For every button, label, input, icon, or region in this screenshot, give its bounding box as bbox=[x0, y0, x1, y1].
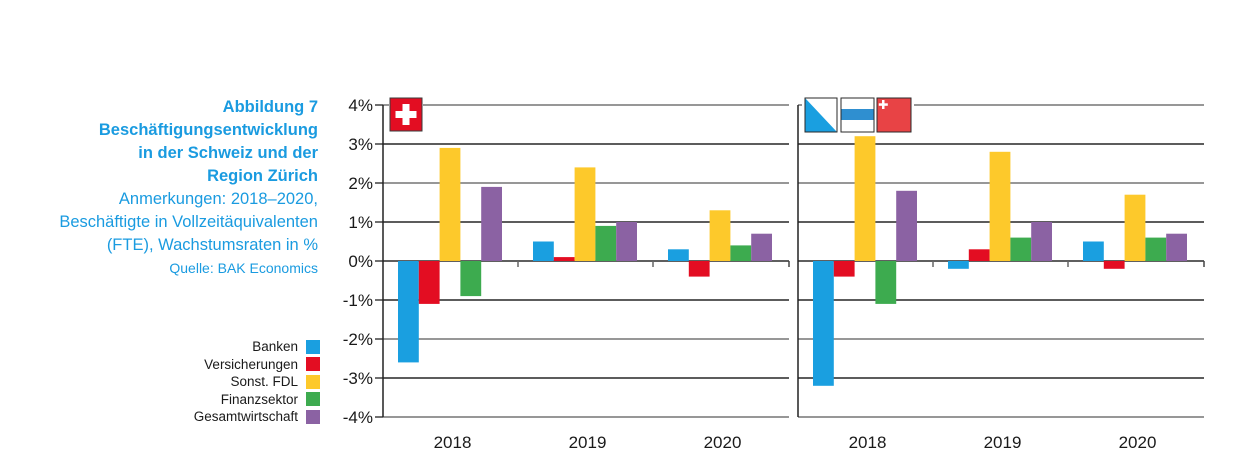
x-tick-label: 2019 bbox=[569, 433, 607, 452]
bar-gesamtwirtschaft-2020 bbox=[751, 233, 772, 261]
legend-item-versicherungen: Versicherungen bbox=[194, 356, 320, 374]
bar-versicherungen-2019 bbox=[968, 249, 990, 261]
legend-swatch bbox=[306, 357, 320, 372]
bar-versicherungen-2018 bbox=[418, 261, 440, 304]
figure-note-line-2: Beschäftigte in Vollzeitäquivalenten bbox=[59, 213, 318, 231]
figure-note-line-1: Anmerkungen: 2018–2020, bbox=[118, 190, 318, 208]
canton-zurich-flag-icon bbox=[804, 97, 838, 133]
gridlines bbox=[383, 104, 1204, 418]
legend-swatch bbox=[306, 409, 320, 424]
figure-caption: Abbildung 7 Beschäftigungsentwicklung in… bbox=[59, 96, 318, 279]
swiss-flag-small-icon bbox=[876, 97, 912, 133]
bar-finanzsektor-2020 bbox=[1145, 237, 1167, 261]
bar-banken-2019 bbox=[533, 241, 554, 261]
y-tick-label: 0% bbox=[348, 252, 373, 271]
bar-finanzsektor-2018 bbox=[460, 261, 482, 297]
legend-item-gesamtwirtschaft: Gesamtwirtschaft bbox=[194, 408, 320, 426]
swiss-flag-icon bbox=[389, 97, 423, 132]
bar-banken-2018 bbox=[398, 261, 419, 363]
legend-label: Sonst. FDL bbox=[230, 374, 298, 390]
figure-title-line-2: in der Schweiz und der bbox=[138, 144, 318, 162]
bar-banken-2020 bbox=[1083, 241, 1104, 261]
y-tick-label: -3% bbox=[343, 369, 373, 388]
legend-item-finanzsektor: Finanzsektor bbox=[194, 391, 320, 409]
bar-versicherungen-2020 bbox=[688, 261, 710, 277]
legend-swatch bbox=[306, 339, 320, 354]
bar-gesamtwirtschaft-2019 bbox=[1031, 222, 1052, 261]
figure-note-line-3: (FTE), Wachstumsraten in % bbox=[106, 236, 318, 254]
x-tick-label: 2020 bbox=[704, 433, 742, 452]
bar-finanzsektor-2018 bbox=[875, 261, 897, 304]
legend-item-sonst-fdl: Sonst. FDL bbox=[194, 373, 320, 391]
y-tick-label: -4% bbox=[343, 408, 373, 427]
bar-gesamtwirtschaft-2019 bbox=[616, 222, 637, 261]
bar-sonst-fdl-2020 bbox=[1124, 194, 1146, 261]
x-tick-label: 2020 bbox=[1119, 433, 1157, 452]
bar-sonst-fdl-2020 bbox=[709, 210, 731, 261]
legend-label: Finanzsektor bbox=[220, 391, 298, 407]
bar-sonst-fdl-2019 bbox=[574, 167, 596, 261]
legend-label: Banken bbox=[252, 339, 298, 355]
bars bbox=[398, 136, 1187, 386]
y-tick-label: 4% bbox=[348, 96, 373, 115]
y-tick-label: 3% bbox=[348, 135, 373, 154]
zurich-flags-icon bbox=[802, 96, 914, 134]
bar-versicherungen-2019 bbox=[553, 257, 575, 261]
bar-gesamtwirtschaft-2018 bbox=[896, 190, 917, 261]
y-tick-label: -1% bbox=[343, 291, 373, 310]
x-tick-label: 2018 bbox=[849, 433, 887, 452]
y-tick-label: 1% bbox=[348, 213, 373, 232]
figure-number: Abbildung 7 bbox=[222, 98, 318, 116]
bar-banken-2019 bbox=[948, 261, 969, 269]
bar-finanzsektor-2020 bbox=[730, 245, 752, 261]
y-tick-label: -2% bbox=[343, 330, 373, 349]
bar-sonst-fdl-2018 bbox=[854, 136, 876, 261]
legend-swatch bbox=[306, 392, 320, 407]
city-zurich-flag-icon bbox=[840, 97, 875, 133]
bar-gesamtwirtschaft-2020 bbox=[1166, 233, 1187, 261]
figure-title-line-1: Beschäftigungsentwicklung bbox=[98, 121, 318, 139]
y-tick-label: 2% bbox=[348, 174, 373, 193]
legend-label: Gesamtwirtschaft bbox=[193, 409, 298, 425]
bar-finanzsektor-2019 bbox=[595, 225, 617, 261]
figure-source: Quelle: BAK Economics bbox=[169, 260, 318, 276]
legend-item-banken: Banken bbox=[194, 338, 320, 356]
bar-sonst-fdl-2018 bbox=[439, 147, 461, 261]
legend: Banken Versicherungen Sonst. FDL Finanzs… bbox=[194, 338, 320, 426]
x-tick-label: 2018 bbox=[434, 433, 472, 452]
legend-label: Versicherungen bbox=[204, 356, 298, 372]
axes bbox=[375, 104, 1205, 418]
bar-banken-2020 bbox=[668, 249, 689, 261]
figure-title-line-3: Region Zürich bbox=[207, 167, 318, 185]
axis-labels: 2018 2019 2020 4% 3% 2% 1% 0% -1% -2% -3% -4% 2018 20… bbox=[343, 96, 1157, 452]
bar-sonst-fdl-2019 bbox=[989, 151, 1011, 261]
legend-swatch bbox=[306, 374, 320, 389]
x-tick-label: 2019 bbox=[984, 433, 1022, 452]
bar-versicherungen-2020 bbox=[1103, 261, 1125, 269]
bar-banken-2018 bbox=[813, 261, 834, 386]
bar-finanzsektor-2019 bbox=[1010, 237, 1032, 261]
bar-gesamtwirtschaft-2018 bbox=[481, 186, 502, 261]
bar-versicherungen-2018 bbox=[833, 261, 855, 277]
